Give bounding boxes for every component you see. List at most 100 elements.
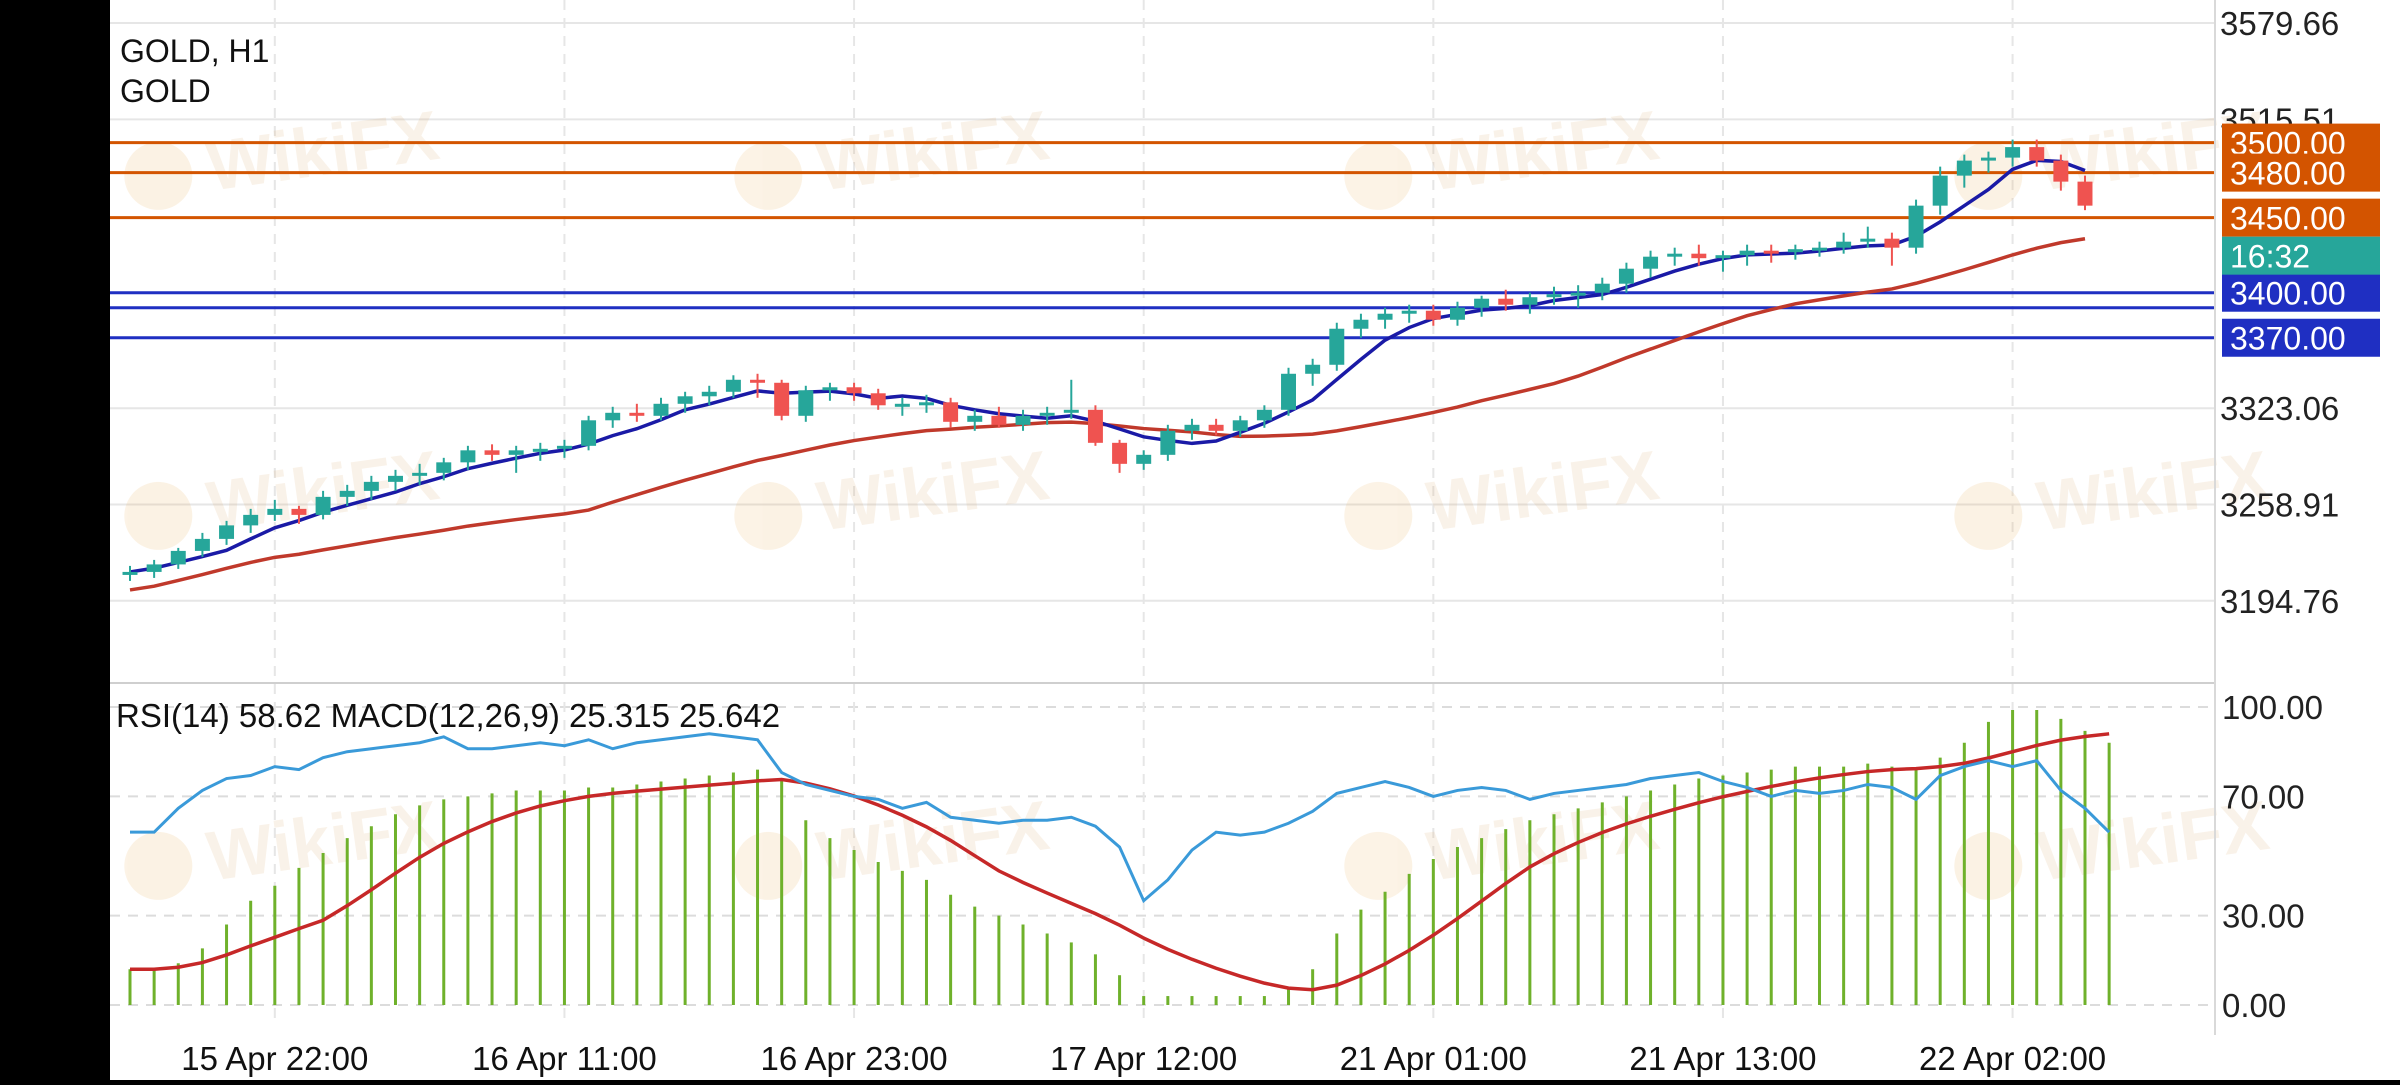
candle-body [967,415,983,422]
price-tag-label: 3370.00 [2230,321,2346,357]
candle-body [1305,364,1321,374]
time-axis-label: 22 Apr 02:00 [1919,1040,2106,1077]
candle [315,490,331,520]
candle [508,445,524,473]
candle [1377,307,1393,329]
candle-body [822,387,838,391]
candle-body [750,379,766,383]
candle-body [1691,253,1707,259]
candle [1474,295,1490,317]
candle [894,397,910,416]
watermark-logo-icon [1954,481,2023,550]
watermark-logo-icon [734,141,803,210]
candle-body [943,402,959,422]
candle-body [846,387,862,394]
candle [556,439,572,458]
candle-body [1570,292,1586,296]
candle-body [2077,181,2093,206]
candle [798,385,814,422]
candle [1087,405,1103,446]
candle [339,484,355,506]
candle [1643,250,1659,278]
watermark-logo-icon [1954,141,2023,210]
candle-body [1353,319,1369,329]
candle [581,415,597,451]
candle-body [1812,247,1827,251]
candle-body [1112,442,1128,464]
candle [1449,301,1465,326]
price-axis-label: 3323.06 [2220,390,2339,427]
watermark-logo-icon [124,481,193,550]
price-tag-label: 3450.00 [2230,201,2346,237]
candle [2005,139,2021,167]
candle-body [1425,310,1441,320]
candle-body [1136,454,1152,464]
candle-body [1208,424,1224,431]
candle-body [1956,160,1972,176]
candle-body [894,403,910,407]
candle-body [1715,255,1731,259]
candle-body [1063,409,1079,413]
candle [219,520,235,545]
candle-body [1836,241,1852,248]
time-axis-label: 17 Apr 12:00 [1050,1040,1237,1077]
candle [267,499,283,521]
candle [146,559,162,578]
watermark-logo-icon [734,481,803,550]
candle-body [267,508,283,515]
candle-body [725,379,741,392]
candle [725,375,741,398]
time-axis-label: 21 Apr 13:00 [1629,1040,1816,1077]
candle [291,505,307,524]
candle [822,382,838,401]
candle-body [774,382,790,416]
candle-body [1087,409,1103,443]
candle [1112,439,1128,473]
watermark-logo-icon [124,831,193,900]
candle [2053,154,2069,191]
candle [1787,244,1803,260]
candle-body [484,450,500,455]
candle [1546,286,1562,305]
price-tag-background [2222,198,2380,237]
symbol-name: GOLD [120,73,211,109]
price-tag-label: 16:32 [2230,239,2310,275]
indicator-axis-label: 0.00 [2222,987,2286,1024]
candle [1570,285,1586,308]
candle-body [1160,430,1176,455]
candle [1715,250,1731,272]
candle-body [1015,415,1031,425]
candle-body [1908,205,1924,248]
candle [1256,405,1272,428]
candle [1691,244,1707,266]
candle [846,382,862,401]
candle [1980,151,1996,173]
candle-body [2053,160,2069,182]
candle-body [1474,298,1490,308]
candle [1232,415,1248,437]
time-axis-label: 16 Apr 23:00 [760,1040,947,1077]
candle [1136,450,1152,470]
price-tag-background [2222,236,2380,275]
price-tag-background [2222,153,2380,192]
candle [484,444,500,461]
candle [1932,166,1948,215]
candle-body [1184,424,1200,431]
candle [677,391,693,413]
candle-body [532,448,548,452]
candle-body [1787,249,1803,253]
candle-body [1449,307,1465,320]
symbol-timeframe: GOLD, H1 [120,33,269,69]
candle-body [1667,253,1683,257]
candle [605,406,621,428]
candle-body [677,396,693,404]
candle [363,475,379,500]
candle-body [194,538,210,551]
candle [1208,418,1224,436]
candle-body [798,390,814,416]
time-axis-label: 16 Apr 11:00 [472,1040,657,1077]
candle-body [291,508,307,515]
candle-body [363,481,379,491]
